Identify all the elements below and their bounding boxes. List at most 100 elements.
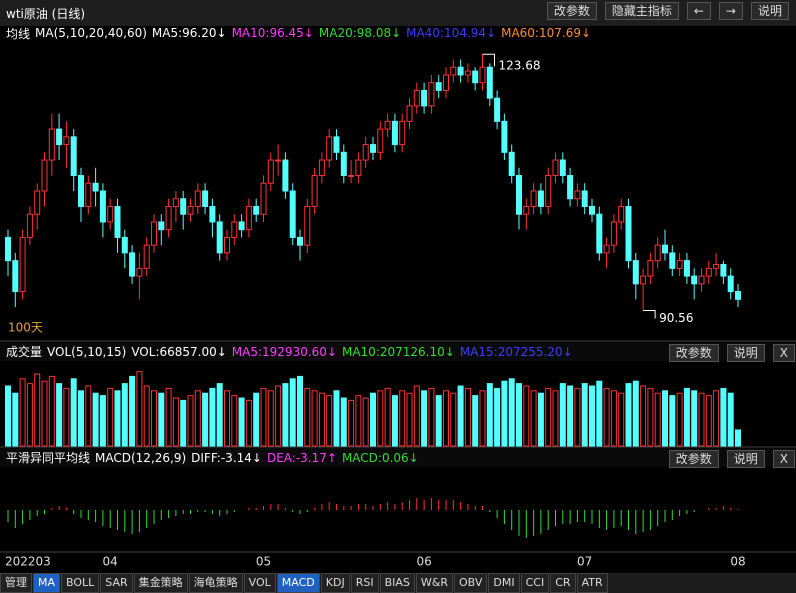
volume-bar (508, 378, 515, 447)
volume-bar (41, 380, 48, 447)
candle-body (158, 221, 165, 231)
candle-body (297, 236, 303, 246)
candle-body (216, 221, 223, 254)
volume-bar (107, 387, 114, 447)
tab[interactable]: 管理 (0, 573, 32, 593)
header-button[interactable]: 隐藏主指标 (604, 2, 679, 20)
candle-body (370, 144, 376, 153)
volume-bar (333, 390, 340, 447)
tab[interactable]: RSI (350, 573, 379, 593)
tab[interactable]: BOLL (61, 573, 100, 593)
candle-body (464, 70, 471, 76)
volume-bar (713, 390, 720, 447)
legend-entry: MA40:104.94↓ (406, 26, 497, 40)
candle-body (610, 221, 617, 246)
volume-bar (56, 383, 63, 447)
panel-params: VOL(5,10,15) (47, 344, 127, 359)
legend-entry: MA5:96.20↓ (151, 26, 227, 40)
x-tick-label: 202203 (5, 555, 51, 569)
candle-body (399, 120, 406, 146)
panel-button[interactable]: X (772, 450, 795, 468)
volume-bar (428, 387, 435, 447)
candle-body (267, 159, 274, 184)
panel-params: MACD(12,26,9) (95, 450, 187, 465)
tab[interactable]: CR (550, 573, 576, 593)
volume-bar (603, 387, 610, 447)
volume-bar (727, 392, 734, 447)
volume-bar (63, 387, 70, 447)
volume-bar (136, 371, 143, 447)
candle-body (85, 182, 92, 207)
candle-body (494, 97, 501, 122)
candle-body (333, 136, 340, 153)
candle-body (12, 260, 19, 293)
volume-bar (304, 387, 311, 447)
volume-bar (143, 385, 150, 447)
tab[interactable]: VOL (243, 573, 276, 593)
ma-legend: 均线 MA(5,10,20,40,60) MA5:96.20↓ MA10:96.45↓… (0, 25, 796, 41)
legend-entry: MA20:98.08↓ (318, 26, 402, 40)
tab[interactable]: MA (33, 573, 61, 593)
volume-bar (589, 385, 595, 447)
volume-bar (552, 390, 559, 447)
volume-bar (114, 390, 121, 447)
candle-body (567, 175, 574, 200)
header-button[interactable]: ← (686, 2, 711, 20)
header-button[interactable]: 说明 (750, 2, 789, 20)
panel-button[interactable]: X (772, 344, 795, 362)
tab[interactable]: SAR (100, 573, 133, 593)
header-button[interactable]: → (718, 2, 743, 20)
volume-bar (253, 392, 260, 447)
tab[interactable]: DMI (488, 573, 520, 593)
panel-button[interactable]: 改参数 (668, 450, 719, 468)
tab[interactable]: ATR (576, 573, 608, 593)
volume-bar (216, 383, 223, 447)
header-button[interactable]: 改参数 (546, 2, 597, 20)
volume-bar (355, 395, 362, 447)
panel-button[interactable]: 说明 (726, 450, 765, 468)
candle-body (486, 66, 493, 99)
candle-body (114, 205, 121, 238)
candle-body (209, 205, 216, 223)
volume-bar (70, 378, 77, 447)
tab[interactable]: 海龟策略 (188, 573, 243, 593)
tab[interactable]: KDJ (320, 573, 350, 593)
legend-entry: MA5:192930.60↓ (231, 344, 337, 359)
tab[interactable]: OBV (454, 573, 488, 593)
volume-bar (399, 390, 406, 447)
candle-body (231, 221, 238, 238)
tab[interactable]: MACD (276, 573, 320, 593)
candle-body (340, 151, 347, 177)
candle-body (669, 252, 676, 269)
volume-bar (362, 397, 369, 447)
candle-body (443, 74, 449, 91)
candle-body (472, 70, 479, 84)
panel-button[interactable]: 改参数 (668, 344, 719, 362)
volume-bar (165, 387, 172, 447)
panel-buttons: 改参数 说明 X (666, 344, 796, 362)
candle-body (545, 175, 552, 207)
candle-body (56, 128, 63, 146)
volume-bar (267, 390, 274, 447)
tab[interactable]: CCI (520, 573, 550, 593)
volume-bar (224, 390, 230, 447)
tab[interactable]: W&R (415, 573, 453, 593)
legend-entry: VOL:66857.00↓ (131, 344, 227, 359)
candle-body (523, 205, 530, 215)
volume-bar (618, 392, 625, 447)
volume-bar (545, 387, 552, 447)
tab[interactable]: BIAS (379, 573, 415, 593)
tab[interactable]: 集金策略 (133, 573, 188, 593)
x-tick-label: 05 (256, 555, 271, 569)
candle-body (311, 175, 318, 207)
candle-body (647, 260, 654, 277)
volume-bar (683, 387, 690, 447)
panel-title: 平滑异同平均线 (6, 451, 91, 465)
panel-button[interactable]: 说明 (726, 344, 765, 362)
candle-body (479, 66, 486, 84)
volume-bar (574, 387, 581, 447)
volume-bar (187, 395, 194, 447)
candle-body (508, 151, 515, 177)
